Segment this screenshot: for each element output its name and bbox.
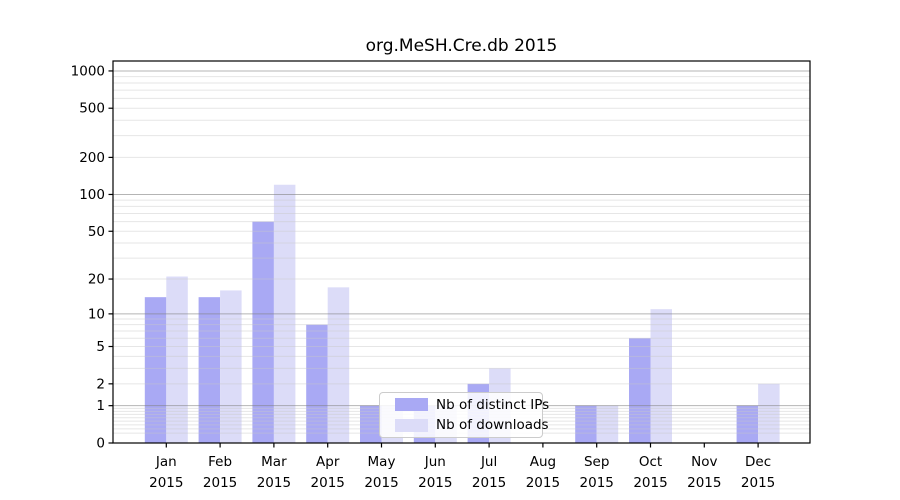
bar-may-distinct-ips xyxy=(360,405,382,443)
x-tick-label-month: Mar xyxy=(261,454,287,470)
x-tick-label-year: 2015 xyxy=(149,475,183,491)
x-tick-label-month: Jan xyxy=(155,454,177,470)
x-tick-label-month: Nov xyxy=(691,454,717,470)
x-tick-label-year: 2015 xyxy=(418,475,452,491)
bar-apr-distinct-ips xyxy=(306,324,328,443)
x-tick-label-year: 2015 xyxy=(472,475,506,491)
x-tick-label-year: 2015 xyxy=(741,475,775,491)
bar-feb-distinct-ips xyxy=(198,297,221,443)
x-tick-label-month: Jun xyxy=(424,454,446,470)
x-tick-label-year: 2015 xyxy=(633,475,667,491)
y-tick-label: 1000 xyxy=(71,63,105,79)
y-tick-label: 500 xyxy=(79,101,105,117)
legend-item-distinct-ips: Nb of distinct IPs xyxy=(395,396,549,414)
y-tick-label: 20 xyxy=(88,272,105,288)
legend-item-downloads: Nb of downloads xyxy=(395,416,549,434)
y-tick-label: 2 xyxy=(96,376,105,392)
chart-title: org.MeSH.Cre.db 2015 xyxy=(365,36,558,56)
x-tick-label-month: Aug xyxy=(530,454,556,470)
bar-sep-distinct-ips xyxy=(575,405,597,443)
y-tick-label: 5 xyxy=(96,339,105,355)
plot-frame xyxy=(112,60,811,444)
y-tick-label: 100 xyxy=(79,187,105,203)
x-tick-label-year: 2015 xyxy=(203,475,237,491)
legend-swatch-distinct-ips xyxy=(395,398,428,412)
x-tick-label-month: Jul xyxy=(480,454,497,470)
legend-label-distinct-ips: Nb of distinct IPs xyxy=(436,396,550,413)
bar-mar-distinct-ips xyxy=(252,221,274,443)
bar-jan-distinct-ips xyxy=(144,297,167,443)
x-tick-label-month: Dec xyxy=(745,454,771,470)
x-tick-label-month: Apr xyxy=(316,454,340,470)
bar-oct-downloads xyxy=(650,309,672,443)
x-tick-label-year: 2015 xyxy=(364,475,398,491)
x-tick-label-year: 2015 xyxy=(687,475,721,491)
legend-label-downloads: Nb of downloads xyxy=(436,417,549,434)
x-tick-label-year: 2015 xyxy=(580,475,614,491)
x-tick-label-year: 2015 xyxy=(526,475,560,491)
x-tick-label-year: 2015 xyxy=(311,475,345,491)
y-tick-label: 50 xyxy=(88,224,105,240)
x-tick-label-year: 2015 xyxy=(257,475,291,491)
y-tick-label: 1 xyxy=(96,398,105,414)
bar-dec-distinct-ips xyxy=(736,405,759,443)
x-tick-label-month: Sep xyxy=(584,454,609,470)
bar-apr-downloads xyxy=(327,287,350,443)
bar-sep-downloads xyxy=(596,405,619,443)
x-tick-label-month: Feb xyxy=(208,454,232,470)
legend-swatch-downloads xyxy=(395,418,428,432)
bar-oct-distinct-ips xyxy=(629,338,651,443)
x-tick-label-month: Oct xyxy=(639,454,662,470)
legend: Nb of distinct IPs Nb of downloads xyxy=(379,392,549,438)
y-tick-label: 0 xyxy=(96,436,105,452)
x-tick-label-month: May xyxy=(368,454,396,470)
y-tick-label: 10 xyxy=(88,306,105,322)
bar-jan-downloads xyxy=(166,276,188,443)
y-tick-label: 200 xyxy=(79,150,105,166)
bar-feb-downloads xyxy=(220,290,242,443)
bar-dec-downloads xyxy=(758,383,780,443)
